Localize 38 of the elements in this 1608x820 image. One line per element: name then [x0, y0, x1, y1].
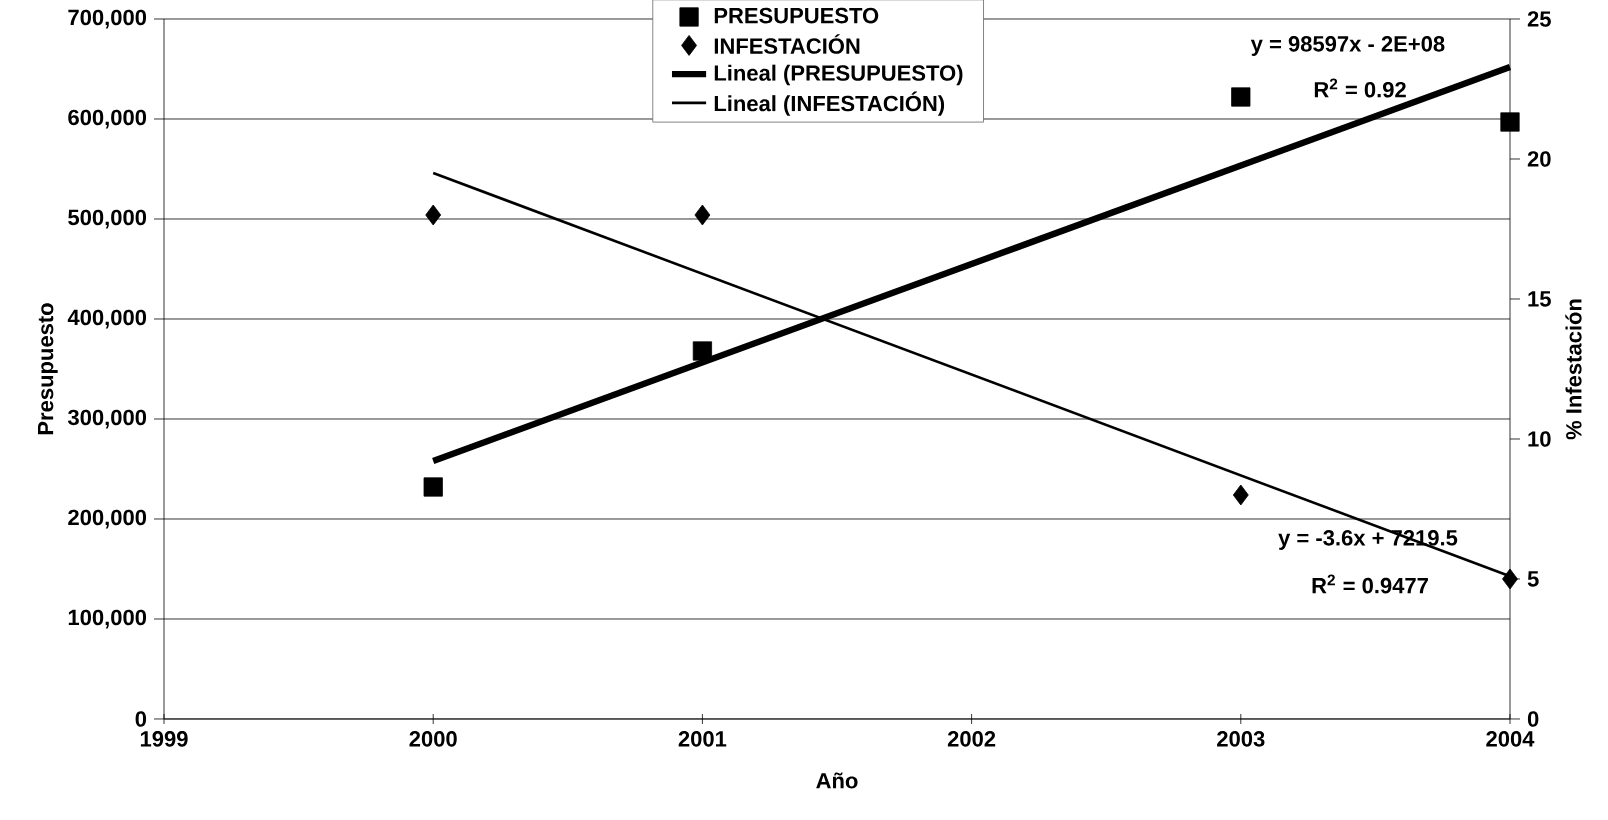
y-tick-label: 600,000	[68, 109, 147, 129]
point	[692, 341, 713, 361]
x-tick-label: 2003	[1217, 731, 1265, 747]
y-tick-label: 300,000	[67, 409, 147, 429]
x-tick-label: 2000	[409, 731, 457, 747]
point	[1231, 87, 1251, 107]
legend-label: INFESTACIÓN	[714, 34, 860, 54]
x-tick-label: 2002	[947, 731, 996, 747]
y-axis-title: Presupuesto	[38, 303, 58, 435]
legend-label: Lineal (INFESTACIÓN)	[714, 91, 945, 116]
legend-label: Lineal (PRESUPUESTO)	[714, 64, 963, 86]
point	[423, 477, 443, 497]
y-tick-label: 700,000	[68, 9, 147, 29]
point	[1502, 568, 1518, 590]
x-tick-label: 1999	[140, 731, 188, 747]
y2-tick-label: 5	[1527, 571, 1539, 587]
y2-tick-label: 10	[1528, 431, 1551, 447]
point	[1232, 484, 1249, 506]
annotation: R$^{2}$ = 0.92	[1314, 78, 1406, 98]
point	[694, 204, 711, 226]
annotation: R$^{2}$ = 0.9477	[1312, 574, 1428, 594]
y-tick-label: 0	[135, 711, 147, 727]
y-tick-label: 200,000	[68, 509, 147, 529]
y2-axis-title: % Infestación	[1565, 299, 1582, 440]
legend-label: PRESUPUESTO	[714, 7, 879, 24]
annotation: y = 98597x - 2E+08	[1250, 36, 1445, 56]
point	[425, 204, 442, 226]
point	[1500, 112, 1520, 132]
y-tick-label: 400,000	[67, 309, 147, 329]
y-tick-label: 500,000	[68, 209, 147, 229]
x-tick-label: 2004	[1486, 731, 1535, 747]
y2-tick-label: 0	[1527, 711, 1539, 727]
y2-tick-label: 25	[1527, 11, 1551, 27]
x-tick-label: 2001	[678, 731, 727, 747]
x-axis-title: Año	[816, 772, 858, 789]
y2-tick-label: 20	[1527, 151, 1551, 167]
y2-tick-label: 15	[1528, 291, 1551, 307]
y-tick-label: 100,000	[68, 609, 147, 629]
